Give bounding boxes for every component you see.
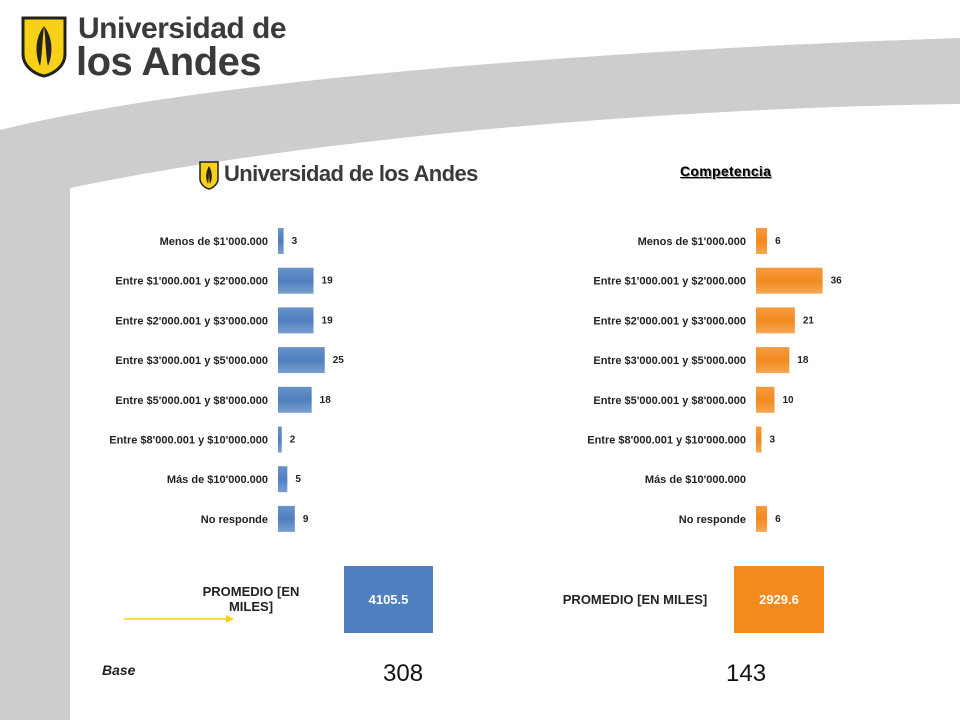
left-bar: [278, 386, 312, 413]
right-category-label: Entre $5'000.001 y $8'000.000: [593, 395, 746, 407]
left-bar: [278, 307, 314, 334]
right-category-label: Más de $10'000.000: [645, 474, 746, 486]
left-bar: [278, 466, 288, 493]
shield-icon: [21, 16, 67, 78]
left-average-label: PROMEDIO [EN MILES]: [202, 584, 300, 614]
left-bar: [278, 228, 284, 254]
right-data-label: 6: [775, 236, 781, 247]
left-category-label: Entre $8'000.001 y $10'000.000: [109, 435, 268, 447]
right-category-label: No responde: [679, 514, 746, 526]
right-bar: [756, 228, 768, 254]
left-category-label: No responde: [201, 514, 268, 526]
left-data-label: 9: [303, 514, 309, 525]
left-bar: [278, 347, 325, 374]
right-data-label: 36: [831, 276, 843, 287]
left-data-label: 19: [322, 315, 334, 326]
right-bar: [756, 426, 762, 453]
right-data-label: 3: [770, 435, 776, 446]
right-category-label: Entre $3'000.001 y $5'000.000: [593, 355, 746, 367]
left-category-label: Entre $2'000.001 y $3'000.000: [115, 315, 268, 327]
right-data-label: 21: [803, 315, 815, 326]
chart-right-title: Competencia: [680, 163, 772, 179]
left-category-label: Entre $5'000.001 y $8'000.000: [115, 395, 268, 407]
left-data-label: 18: [320, 395, 332, 406]
logo-line1: Universidad de: [78, 12, 287, 45]
left-category-label: Más de $10'000.000: [167, 474, 268, 486]
left-bar: [278, 267, 314, 294]
right-category-label: Menos de $1'000.000: [638, 236, 746, 248]
right-bar: [756, 505, 768, 532]
left-average-value: 4105.5: [344, 566, 433, 633]
left-data-label: 3: [292, 236, 298, 247]
left-data-label: 19: [322, 276, 334, 287]
right-data-label: 18: [797, 355, 809, 366]
right-bar: [756, 307, 795, 334]
right-category-label: Entre $2'000.001 y $3'000.000: [593, 315, 746, 327]
left-category-label: Entre $1'000.001 y $2'000.000: [115, 276, 268, 288]
left-data-label: 25: [333, 355, 345, 366]
right-average-label: PROMEDIO [EN MILES]: [562, 592, 708, 607]
right-category-label: Entre $8'000.001 y $10'000.000: [587, 435, 746, 447]
left-data-label: 5: [295, 474, 301, 485]
base-right-value: 143: [726, 660, 767, 687]
right-bar: [756, 386, 775, 413]
arrow-icon: [124, 615, 234, 623]
base-label: Base: [102, 662, 136, 678]
base-left-value: 308: [383, 660, 424, 687]
left-data-label: 2: [290, 435, 296, 446]
left-bar: [278, 426, 282, 453]
right-data-label: 10: [783, 395, 795, 406]
shield-icon: [199, 161, 219, 190]
left-bar: [278, 505, 295, 532]
left-category-label: Menos de $1'000.000: [160, 236, 268, 248]
right-bar: [756, 347, 790, 374]
left-category-label: Entre $3'000.001 y $5'000.000: [115, 355, 268, 367]
chart-left-title-text: Universidad de los Andes: [224, 161, 478, 186]
right-bar: [756, 267, 823, 294]
right-average-value: 2929.6: [734, 566, 824, 633]
right-data-label: 6: [775, 514, 781, 525]
right-category-label: Entre $1'000.001 y $2'000.000: [593, 276, 746, 288]
logo-line2: los Andes: [76, 40, 262, 84]
